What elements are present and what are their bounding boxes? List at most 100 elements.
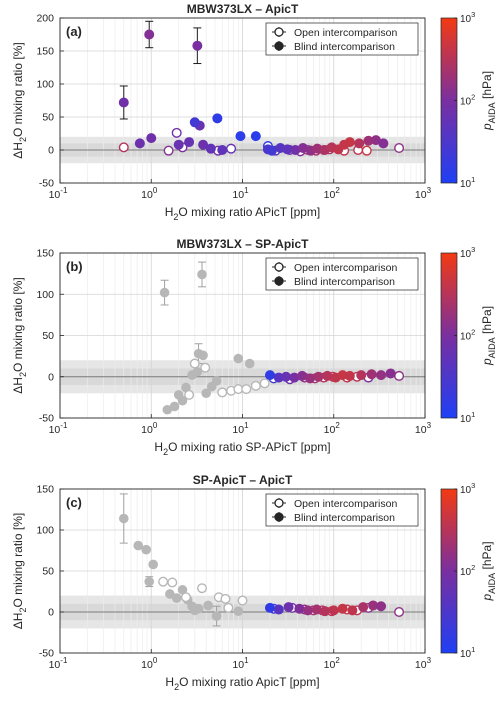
- blind-point: [368, 600, 379, 611]
- x-tick-exponent: -1: [60, 656, 68, 665]
- blind-point: [385, 368, 396, 379]
- blind-point: [266, 145, 277, 156]
- colorbar-label-unit: [hPa]: [480, 71, 494, 102]
- grey-blind-point: [144, 576, 155, 587]
- legend-box: [265, 493, 419, 527]
- x-tick-base: 10: [415, 189, 427, 201]
- x-axis-label-sub: 2: [174, 682, 179, 692]
- grey-blind-point: [177, 395, 188, 406]
- blind-point: [250, 131, 261, 142]
- blind-point: [366, 369, 377, 380]
- blind-point: [146, 133, 157, 144]
- blind-point: [212, 113, 223, 124]
- panel-label: (a): [66, 24, 82, 39]
- x-tick-base: 10: [49, 424, 61, 436]
- colorbar-tick-base: 10: [460, 97, 472, 108]
- x-tick-exponent: 0: [153, 421, 158, 430]
- grey-blind-point: [148, 559, 158, 570]
- y-axis-label: ΔH2O mixing ratio [%]: [11, 277, 28, 393]
- x-axis-label-part: O mixing ratio APicT [ppm]: [178, 205, 320, 219]
- y-axis-label-part: O mixing ratio [%]: [11, 277, 25, 372]
- open-point: [163, 145, 174, 156]
- grey-open-point: [223, 602, 234, 613]
- colorbar-tick-label: 103: [460, 10, 475, 25]
- y-tick-label: -50: [39, 178, 54, 190]
- blind-point: [264, 370, 275, 381]
- legend-open-label: Open intercomparison: [294, 262, 397, 274]
- x-tick-base: 10: [141, 659, 153, 671]
- blind-point: [118, 97, 129, 108]
- blind-point: [313, 371, 324, 382]
- grey-open-point: [197, 583, 208, 594]
- x-tick-label: 103: [415, 421, 432, 436]
- x-tick-base: 10: [232, 659, 244, 671]
- x-tick-label: 102: [324, 656, 341, 671]
- legend-blind-label: Blind intercomparison: [294, 41, 395, 53]
- open-point: [394, 370, 405, 381]
- y-tick-label: 100: [36, 525, 54, 537]
- open-point: [226, 143, 237, 154]
- grey-open-point: [180, 592, 191, 603]
- axes-frame: [59, 488, 426, 654]
- colorbar-tick-exponent: 3: [471, 10, 475, 19]
- x-tick-base: 10: [415, 424, 427, 436]
- blind-point: [378, 138, 389, 149]
- x-tick-exponent: -1: [60, 186, 68, 195]
- x-tick-exponent: 0: [153, 656, 158, 665]
- y-tick-label: 50: [42, 566, 54, 578]
- legend-blind-marker: [274, 276, 284, 286]
- x-tick-label: 101: [232, 656, 249, 671]
- colorbar-tick-base: 10: [460, 649, 472, 660]
- chart-title: MBW373LX – SP-ApicT: [176, 237, 309, 251]
- x-tick-base: 10: [49, 659, 61, 671]
- x-axis-label: H2O mixing ratio ApicT [ppm]: [165, 675, 319, 692]
- colorbar-label-main: p: [480, 358, 494, 366]
- x-tick-base: 10: [232, 189, 244, 201]
- x-tick-base: 10: [324, 424, 336, 436]
- blind-point: [264, 602, 275, 613]
- grey-open-point: [220, 593, 231, 604]
- blind-point: [305, 373, 316, 384]
- grey-blind-point: [211, 611, 222, 621]
- blind-point: [328, 605, 339, 616]
- y-tick-label: 0: [48, 145, 54, 157]
- grey-open-point: [184, 389, 195, 400]
- blind-point: [192, 40, 203, 51]
- x-tick-label: 10-1: [49, 656, 68, 671]
- x-tick-label: 100: [141, 656, 158, 671]
- blind-point: [356, 370, 367, 381]
- grey-blind-point: [169, 401, 180, 412]
- colorbar-tick-label: 102: [460, 328, 475, 343]
- x-tick-exponent: 2: [335, 186, 340, 195]
- axes-frame: [59, 17, 426, 184]
- colorbar-tick-label: 101: [460, 645, 475, 660]
- x-tick-label: 103: [415, 656, 432, 671]
- blind-point: [273, 604, 284, 615]
- grey-blind-point: [244, 358, 255, 369]
- y-tick-label: 50: [42, 112, 54, 124]
- y-tick-label: -50: [39, 413, 54, 425]
- legend-open-marker: [274, 262, 284, 272]
- colorbar-label-sub: AIDA: [487, 102, 497, 123]
- grey-blind-point: [233, 353, 244, 364]
- blind-point: [358, 602, 369, 613]
- x-tick-base: 10: [415, 659, 427, 671]
- open-point: [118, 142, 129, 153]
- x-tick-label: 102: [324, 421, 341, 436]
- x-tick-exponent: -1: [60, 421, 68, 430]
- grey-open-point: [158, 576, 169, 587]
- colorbar-label: pAIDA [hPa]: [480, 306, 497, 366]
- colorbar-tick-base: 10: [460, 14, 472, 25]
- grey-open-point: [217, 387, 228, 398]
- x-axis-label-sub: 2: [173, 212, 178, 222]
- colorbar-tick-exponent: 3: [471, 245, 475, 254]
- x-tick-label: 100: [141, 421, 158, 436]
- x-tick-label: 102: [324, 186, 341, 201]
- grey-open-point: [241, 384, 252, 395]
- grey-blind-point: [159, 287, 170, 298]
- blind-point: [283, 602, 294, 613]
- x-tick-base: 10: [141, 424, 153, 436]
